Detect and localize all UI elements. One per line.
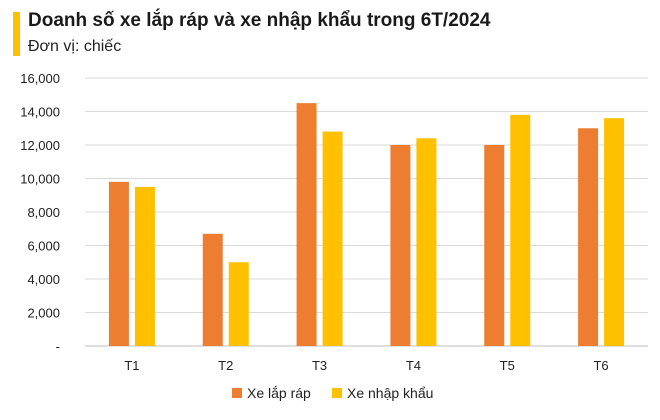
bar-t2-series-2 xyxy=(228,262,249,346)
legend-label: Xe lắp ráp xyxy=(247,385,311,401)
bar-t2-series-1 xyxy=(202,233,223,346)
bar-t6-series-2 xyxy=(604,118,625,346)
x-tick-label: T5 xyxy=(500,358,515,373)
y-tick-label: 12,000 xyxy=(20,138,60,153)
bar-t1-series-2 xyxy=(134,186,155,346)
y-tick-label: 6,000 xyxy=(27,239,60,254)
bar-t1-series-1 xyxy=(108,181,129,346)
y-tick-label: 10,000 xyxy=(20,172,60,187)
y-tick-label: 4,000 xyxy=(27,272,60,287)
bar-t3-series-1 xyxy=(296,103,317,346)
legend-swatch xyxy=(332,388,342,398)
x-tick-label: T1 xyxy=(124,358,139,373)
bar-t5-series-1 xyxy=(484,145,505,346)
y-tick-label: 2,000 xyxy=(27,306,60,321)
x-tick-label: T6 xyxy=(593,358,608,373)
y-tick-label: 16,000 xyxy=(20,71,60,86)
title-accent-bar xyxy=(13,12,20,56)
y-tick-label: 8,000 xyxy=(27,205,60,220)
y-tick-label: - xyxy=(56,339,60,354)
bar-t4-series-1 xyxy=(390,145,411,346)
x-tick-label: T4 xyxy=(406,358,421,373)
chart-subtitle: Đơn vị: chiếc xyxy=(28,38,122,55)
x-tick-label: T2 xyxy=(218,358,233,373)
bar-t5-series-2 xyxy=(510,114,531,346)
bar-t6-series-1 xyxy=(578,128,599,346)
bar-t3-series-2 xyxy=(322,131,343,346)
bar-t4-series-2 xyxy=(416,138,437,346)
y-tick-label: 14,000 xyxy=(20,105,60,120)
x-tick-label: T3 xyxy=(312,358,327,373)
legend-swatch xyxy=(232,388,242,398)
chart-title: Doanh số xe lắp ráp và xe nhập khẩu tron… xyxy=(28,10,491,31)
legend-label: Xe nhập khẩu xyxy=(347,385,433,401)
